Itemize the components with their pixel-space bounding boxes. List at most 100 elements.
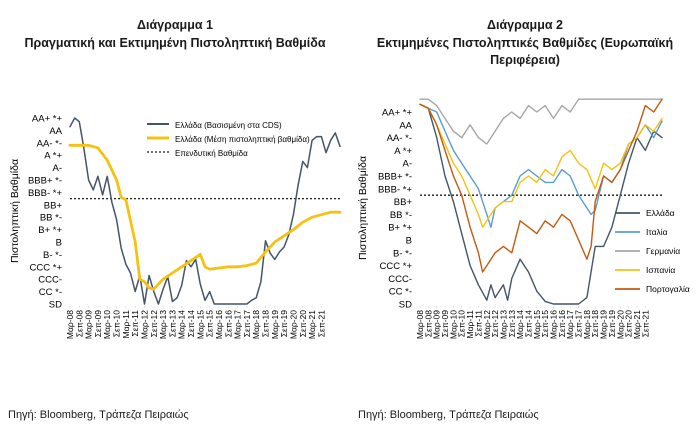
chart-2-y-tick-label: CC *-: [389, 287, 412, 298]
chart-2-x-tick-label: Σεπ-08: [423, 310, 433, 337]
chart-1-title: Διάγραμμα 1 Πραγματική και Εκτιμημένη Πι…: [0, 17, 350, 52]
chart-1-y-tick-label: BB *-: [40, 213, 62, 224]
chart-1-legend-label: Ελλάδα (Βασισμένη στα CDS): [175, 121, 282, 130]
chart-2-title-line1: Διάγραμμα 2: [487, 18, 563, 32]
chart-1-x-tick-label: Σεπ-09: [93, 310, 103, 337]
chart-2-x-tick-label: Μαρ-08: [415, 310, 425, 339]
chart-2-y-tick-label: BB *-: [390, 210, 412, 221]
chart-2-x-tick-label: Σεπ-21: [640, 310, 650, 337]
chart-2-title-line3: Περιφέρεια): [490, 53, 560, 67]
chart-1-x-tick-label: Μαρ-09: [84, 310, 94, 339]
chart-2-y-tick-label: A *+: [394, 146, 412, 157]
chart-2-x-tick-label: Σεπ-16: [557, 310, 567, 337]
chart-1-x-tick-label: Μαρ-15: [195, 310, 205, 339]
chart-panel-1: Διάγραμμα 1 Πραγματική και Εκτιμημένη Πι…: [0, 17, 350, 421]
chart-2-series-line-3: [419, 98, 663, 145]
chart-1-x-tick-label: Σεπ-08: [74, 310, 84, 337]
chart-2-x-tick-label: Μαρ-17: [565, 310, 575, 339]
chart-2-y-tick-label: B+ *+: [388, 223, 412, 234]
chart-2-x-tick-label: Μαρ-16: [549, 310, 559, 339]
chart-2-x-tick-label: Μαρ-13: [498, 310, 508, 339]
chart-2-legend-label: Ισπανία: [646, 265, 675, 275]
chart-1-y-tick-label: B: [56, 238, 62, 249]
chart-2-y-tick-label: B- *-: [393, 248, 412, 259]
chart-1-x-tick-label: Σεπ-12: [149, 310, 159, 337]
chart-2-title-line2: Εκτιμημένες Πιστοληπτικές Βαθμίδες (Ευρω…: [376, 36, 674, 50]
chart-1-x-tick-label: Μαρ-18: [251, 310, 261, 339]
chart-2-legend-label: Ελλάδα: [646, 208, 675, 218]
chart-2-y-tick-label: AA+ *+: [382, 108, 413, 119]
chart-2-x-tick-label: Σεπ-10: [457, 310, 467, 337]
chart-2-x-tick-label: Σεπ-13: [507, 310, 517, 337]
chart-1-x-tick-label: Μαρ-12: [139, 310, 149, 339]
chart-2-x-tick-label: Σεπ-15: [540, 310, 550, 337]
chart-2-x-tick-label: Μαρ-09: [432, 310, 442, 339]
chart-1-x-tick-label: Σεπ-13: [167, 310, 177, 337]
chart-1-y-axis-label: Πιστοληπτική Βαθμίδα: [9, 159, 21, 263]
chart-1-y-tick-label: AA- *-: [37, 138, 62, 149]
chart-1-y-tick-label: AA+ *+: [32, 114, 63, 125]
chart-2-series-line-5: [419, 98, 663, 273]
chart-1-y-tick-label: CC *-: [39, 287, 62, 298]
chart-1-x-tick-label: Σεπ-21: [316, 310, 326, 337]
chart-1-x-tick-label: Σεπ-19: [279, 310, 289, 337]
chart-2-x-tick-label: Σεπ-14: [523, 310, 533, 337]
chart-2-y-tick-label: B: [406, 236, 412, 247]
chart-2-x-tick-label: Σεπ-18: [590, 310, 600, 337]
chart-1-x-tick-label: Σεπ-16: [223, 310, 233, 337]
chart-1-legend-label: Επενδυτική Βαθμίδα: [175, 149, 248, 158]
chart-1-x-tick-label: Σεπ-11: [130, 310, 140, 337]
chart-2-x-tick-label: Μαρ-11: [465, 310, 475, 339]
chart-2-x-tick-label: Μαρ-20: [615, 310, 625, 339]
chart-2-title: Διάγραμμα 2 Εκτιμημένες Πιστοληπτικές Βα…: [350, 17, 700, 69]
chart-1-y-tick-label: CCC *+: [30, 262, 63, 273]
chart-1-x-tick-label: Μαρ-13: [158, 310, 168, 339]
chart-1-y-tick-label: B- *-: [43, 250, 62, 261]
chart-2-y-tick-label: CCC-: [388, 274, 412, 285]
chart-1-svg: Πιστοληπτική Βαθμίδα SD CC *-CCC- CCC *+B- …: [9, 114, 342, 339]
chart-2-x-tick-label: Σεπ-09: [440, 310, 450, 337]
chart-1-y-tick-label: B+ *+: [38, 225, 62, 236]
chart-1-series-line-1: [69, 117, 341, 305]
chart-1-series-line-2: [68, 143, 342, 291]
chart-2-x-tick-label: Σεπ-11: [473, 310, 483, 337]
chart-2-x-tick-label: Μαρ-21: [632, 310, 642, 339]
chart-1-x-tick-label: Μαρ-14: [177, 310, 187, 339]
chart-2-y-tick-label: BBB+ *-: [378, 172, 412, 183]
chart-2-y-axis-label: Πιστοληπτική Βαθμίδα: [357, 156, 369, 260]
chart-2-y-tick-label: CCC *+: [380, 261, 413, 272]
chart-1-y-tick-label: BBB- *+: [28, 188, 63, 199]
chart-1-x-tick-label: Μαρ-08: [65, 310, 75, 339]
chart-2-y-tick-label: SD: [399, 300, 412, 311]
chart-2-legend-label: Ιταλία: [646, 227, 668, 237]
chart-1-x-tick-label: Μαρ-11: [121, 310, 131, 339]
chart-1-y-tick-label: CCC-: [38, 275, 62, 286]
chart-1-x-tick-label: Σεπ-17: [242, 310, 252, 337]
chart-1-y-tick-label: AA: [49, 126, 62, 137]
chart-2-y-tick-label: BBB- *+: [378, 184, 413, 195]
chart-2-x-tick-label: Μαρ-18: [582, 310, 592, 339]
chart-2-y-tick-label: BB+: [394, 197, 413, 208]
chart-1-y-tick-label: A *+: [44, 151, 62, 162]
chart-2-x-tick-label: Μαρ-10: [448, 310, 458, 339]
chart-1-y-tick-label: BBB+ *-: [28, 176, 62, 187]
chart-2-y-tick-label: A-: [403, 159, 413, 170]
chart-1-y-tick-label: A-: [53, 163, 63, 174]
chart-1-x-tick-label: Μαρ-20: [288, 310, 298, 339]
chart-1-title-line2: Πραγματική και Εκτιμημένη Πιστοληπτική Β…: [24, 36, 326, 50]
chart-1-source: Πηγή: Bloomberg, Τράπεζα Πειραιώς: [8, 409, 189, 421]
chart-2-legend-label: Γερμανία: [646, 246, 680, 256]
chart-1-y-tick-label: SD: [49, 300, 62, 311]
chart-2-y-tick-label: AA: [399, 120, 412, 131]
chart-1-x-tick-label: Μαρ-19: [270, 310, 280, 339]
chart-2-x-tick-label: Σεπ-12: [490, 310, 500, 337]
chart-1-x-tick-label: Σεπ-15: [205, 310, 215, 337]
chart-1-x-tick-label: Μαρ-16: [214, 310, 224, 339]
chart-1-x-tick-label: Σεπ-20: [298, 310, 308, 337]
chart-2-x-tick-label: Σεπ-20: [624, 310, 634, 337]
chart-1-x-tick-label: Μαρ-10: [102, 310, 112, 339]
chart-2-series-line-4: [419, 103, 663, 228]
chart-2-y-tick-label: AA- *-: [387, 133, 412, 144]
chart-1-x-tick-label: Μαρ-21: [307, 310, 317, 339]
chart-2-x-tick-label: Σεπ-19: [607, 310, 617, 337]
